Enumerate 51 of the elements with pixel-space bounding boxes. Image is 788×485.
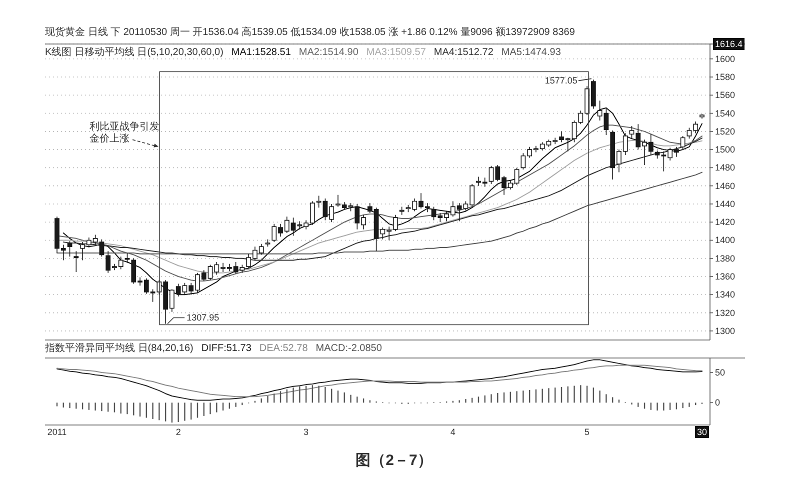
candlestick <box>700 114 704 120</box>
text: MA3:1509.57 <box>366 47 426 58</box>
y-tick-label: 1520 <box>715 126 736 136</box>
text: 图（2－7） <box>356 452 432 469</box>
text: MA2:1514.90 <box>298 47 359 58</box>
line-series <box>56 359 702 401</box>
y-tick-label: 1600 <box>715 54 736 64</box>
chart-subtitle: K线图 日移动平均线 日(5,10,20,30,60,0) <box>45 46 224 58</box>
y-tick-label: 1320 <box>715 308 736 318</box>
y-tick-label: 1540 <box>715 108 736 118</box>
annotation: 利比亚战争引发金价上涨 <box>90 120 160 145</box>
text: DEA:52.78 <box>259 343 308 354</box>
x-tick-label: 4 <box>450 427 456 437</box>
x-tick-label: 5 <box>584 427 590 437</box>
candlestick <box>393 214 398 232</box>
candlestick <box>124 252 130 264</box>
y-tick-label: 1300 <box>715 326 736 336</box>
chart-subtitle: 指数平滑异同平均线 日(84,20,16) <box>44 342 194 354</box>
line-series <box>56 172 702 254</box>
y-tick-label: 1340 <box>715 290 736 300</box>
x-tick-label: 2 <box>176 427 181 437</box>
candlestick <box>399 206 404 216</box>
candlestick <box>265 238 270 247</box>
y-tick-label: 50 <box>715 367 726 378</box>
y-tick-label: 1480 <box>715 162 736 173</box>
x-tick-label: 30 <box>696 427 708 437</box>
y-tick-label: 1500 <box>715 144 736 155</box>
annotation: 1577.05 <box>544 76 578 86</box>
text: MA1:1528.51 <box>231 47 292 58</box>
line-series <box>56 364 702 398</box>
text: MA4:1512.72 <box>434 47 494 58</box>
candlestick <box>74 250 79 272</box>
y-tick-label: 0 <box>715 398 720 408</box>
candlestick <box>680 136 686 150</box>
y-tick-label: 1420 <box>715 217 736 228</box>
text: MACD:-2.0850 <box>316 343 382 354</box>
candlestick <box>67 240 72 257</box>
y-tick-label: 1580 <box>715 72 736 82</box>
y-tick-label: 1400 <box>715 235 736 246</box>
x-tick-label: 2011 <box>47 427 67 437</box>
text: DIFF:51.73 <box>201 343 252 354</box>
y-tick-label: 1616.4 <box>715 39 743 49</box>
y-tick-label: 1380 <box>715 253 736 264</box>
y-tick-label: 1440 <box>715 198 736 209</box>
y-tick-label: 1460 <box>715 180 736 191</box>
y-tick-label: 1360 <box>715 272 736 282</box>
y-tick-label: 1560 <box>715 90 736 100</box>
x-tick-label: 3 <box>304 427 309 437</box>
chart-title: 现货黄金 日线 下 20110530 周一 开1536.04 高1539.05 低1534.09 收1538.05 涨 +1.86 0.12% 量9096 额13972909 8369 <box>45 26 576 38</box>
annotation: 1307.95 <box>186 312 220 323</box>
text: MA5:1474.93 <box>501 47 562 58</box>
